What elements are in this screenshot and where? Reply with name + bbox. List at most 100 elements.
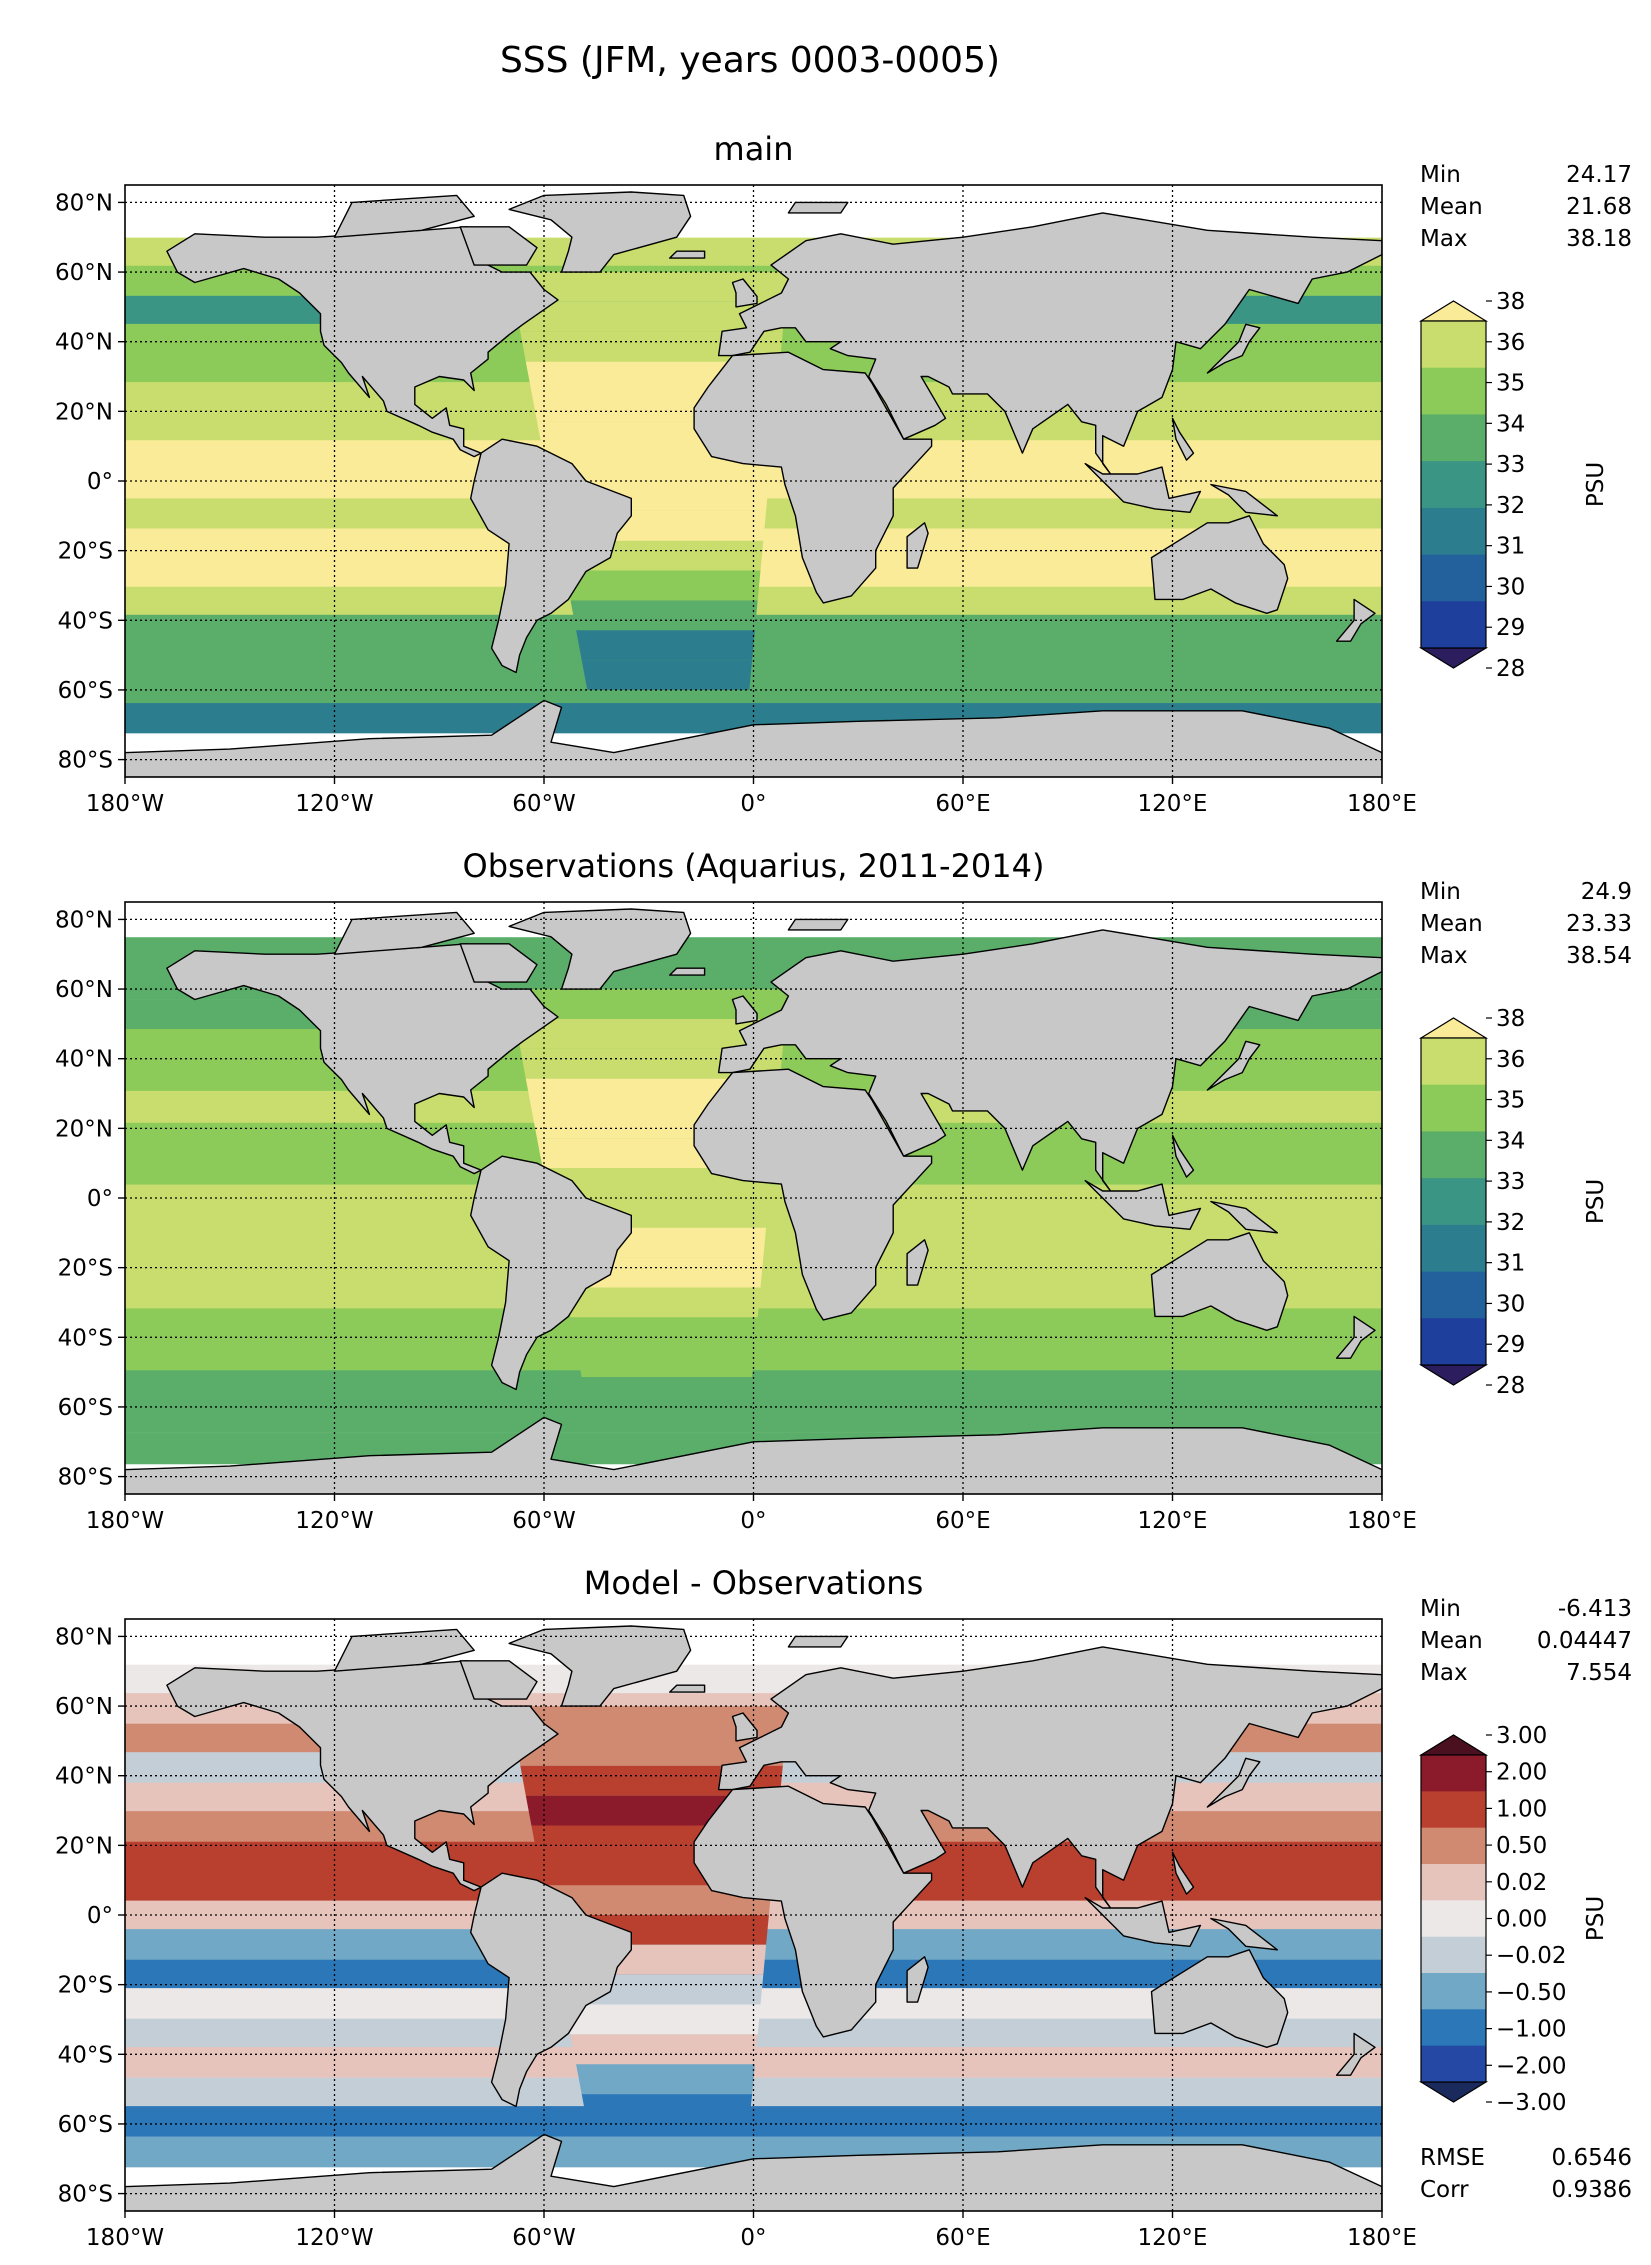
land-indonesia — [1084, 462, 1202, 513]
stat-value: 0.9386 — [1552, 2177, 1632, 2203]
land-eurasia — [717, 1646, 1382, 1913]
atlantic-band — [514, 301, 786, 332]
y-tick-label: 40°S — [58, 2042, 113, 2068]
y-tick-label: 20°S — [58, 1256, 113, 1282]
stat-label: RMSE — [1420, 2145, 1485, 2171]
stat-label: Min — [1420, 1596, 1461, 1622]
colorbar-extend-top — [1418, 300, 1489, 322]
x-tick-label: 0° — [740, 2225, 766, 2251]
land-mask — [125, 908, 1382, 1494]
stat-value: 38.18 — [1566, 226, 1632, 252]
atlantic-band — [542, 1885, 772, 1915]
colorbar-tick-label: 34 — [1496, 411, 1525, 437]
colorbar-label: PSU — [1583, 1896, 1609, 1941]
panel-title: main — [714, 130, 794, 168]
colorbar-extend-top — [1418, 1017, 1489, 1039]
colorbar-tick-label: 0.00 — [1496, 1907, 1547, 1933]
stat-value: 21.68 — [1566, 194, 1632, 220]
colorbar-tick-label: 38 — [1496, 289, 1525, 315]
colorbar-segment — [1421, 601, 1486, 649]
panel-title: Observations (Aquarius, 2011-2014) — [463, 847, 1045, 885]
stat-label: Corr — [1420, 2177, 1469, 2203]
y-tick-label: 80°S — [58, 1465, 113, 1491]
atlantic-band — [581, 660, 753, 690]
land-archipelago — [333, 194, 475, 238]
colorbar-tick-label: 28 — [1496, 656, 1525, 682]
atlantic-band — [520, 1048, 783, 1079]
colorbar-tick-label: 34 — [1496, 1128, 1525, 1154]
colorbar-tick-label: 2.00 — [1496, 1760, 1547, 1786]
atlantic-band — [570, 600, 758, 631]
y-tick-label: 40°N — [55, 1764, 113, 1790]
stat-label: Max — [1420, 943, 1468, 969]
land-uk — [731, 995, 758, 1025]
colorbar-tick-label: −2.00 — [1496, 2053, 1566, 2079]
colorbar-tick-label: 1.00 — [1496, 1796, 1547, 1822]
land-philippines — [1171, 417, 1195, 461]
x-tick-label: 120°E — [1138, 2225, 1208, 2251]
y-tick-label: 60°N — [55, 977, 113, 1003]
atlantic-band — [514, 1018, 786, 1049]
atlantic-band — [570, 1317, 758, 1348]
x-tick-label: 60°W — [512, 1508, 576, 1534]
atlantic-band — [565, 2004, 761, 2035]
x-tick-label: 120°W — [295, 2225, 373, 2251]
land-baffin — [459, 943, 538, 983]
stat-value: -6.413 — [1558, 1596, 1632, 1622]
colorbar-tick-label: 30 — [1496, 574, 1525, 600]
atlantic-band — [570, 2034, 758, 2065]
colorbar-segment — [1421, 1755, 1486, 1792]
colorbar-tick-label: 29 — [1496, 1332, 1525, 1358]
land-japan — [1206, 1757, 1261, 1808]
y-tick-label: 40°N — [55, 1047, 113, 1073]
colorbar-segment — [1421, 507, 1486, 556]
atlantic-band — [581, 1377, 753, 1407]
colorbar-segment — [1421, 2045, 1486, 2083]
land-indonesia — [1084, 1179, 1202, 1231]
ocean-band — [125, 672, 1382, 704]
land-uk — [731, 1712, 758, 1742]
colorbar-frame — [1420, 320, 1487, 649]
y-tick-label: 0° — [87, 1186, 113, 1212]
x-tick-label: 0° — [740, 1508, 766, 1534]
colorbar-segment — [1421, 1827, 1486, 1865]
atlantic-band — [565, 1287, 761, 1318]
stat-value: 7.554 — [1566, 1660, 1632, 1686]
atlantic-band — [509, 989, 789, 1019]
y-tick-label: 80°S — [58, 2182, 113, 2208]
land-madagascar — [906, 1239, 929, 1286]
colorbar-segment — [1421, 461, 1486, 509]
land-eurasia — [717, 212, 1382, 479]
y-tick-label: 80°N — [55, 907, 113, 933]
y-tick-label: 60°S — [58, 2112, 113, 2138]
atlantic-band — [509, 272, 789, 302]
x-tick-label: 60°E — [935, 791, 990, 817]
colorbar-segment — [1421, 1131, 1486, 1179]
y-tick-label: 60°S — [58, 678, 113, 704]
land-greenland — [508, 191, 692, 273]
colorbar-tick-label: −0.50 — [1496, 1980, 1566, 2006]
map-panel-1: main 80°N 60°N 40°N 20°N 0° 20°S 40°S 60°S 80°S 18… — [55, 130, 1632, 817]
colorbar-segment — [1421, 1973, 1486, 2010]
colorbar-segment — [1421, 1936, 1486, 1974]
colorbar-extend-top — [1418, 1734, 1489, 1756]
land-philippines — [1171, 1134, 1195, 1178]
land-madagascar — [906, 522, 929, 569]
map-plot-area — [125, 185, 1382, 777]
x-tick-label: 60°W — [512, 2225, 576, 2251]
land-africa — [693, 1785, 933, 2038]
land-iceland — [669, 250, 706, 259]
colorbar-tick-label: 30 — [1496, 1291, 1525, 1317]
panel-title: Model - Observations — [584, 1564, 924, 1602]
land-greenland — [508, 908, 692, 990]
ocean-band — [125, 1400, 1382, 1433]
land-greenland — [508, 1625, 692, 1707]
ocean-band — [125, 2106, 1382, 2137]
land-antarctica — [125, 699, 1382, 777]
x-tick-label: 60°E — [935, 1508, 990, 1534]
gridlines — [125, 902, 1382, 1494]
figure-title: SSS (JFM, years 0003-0005) — [500, 40, 1000, 81]
land-baffin — [459, 1660, 538, 1700]
land-svalbard — [787, 201, 849, 214]
